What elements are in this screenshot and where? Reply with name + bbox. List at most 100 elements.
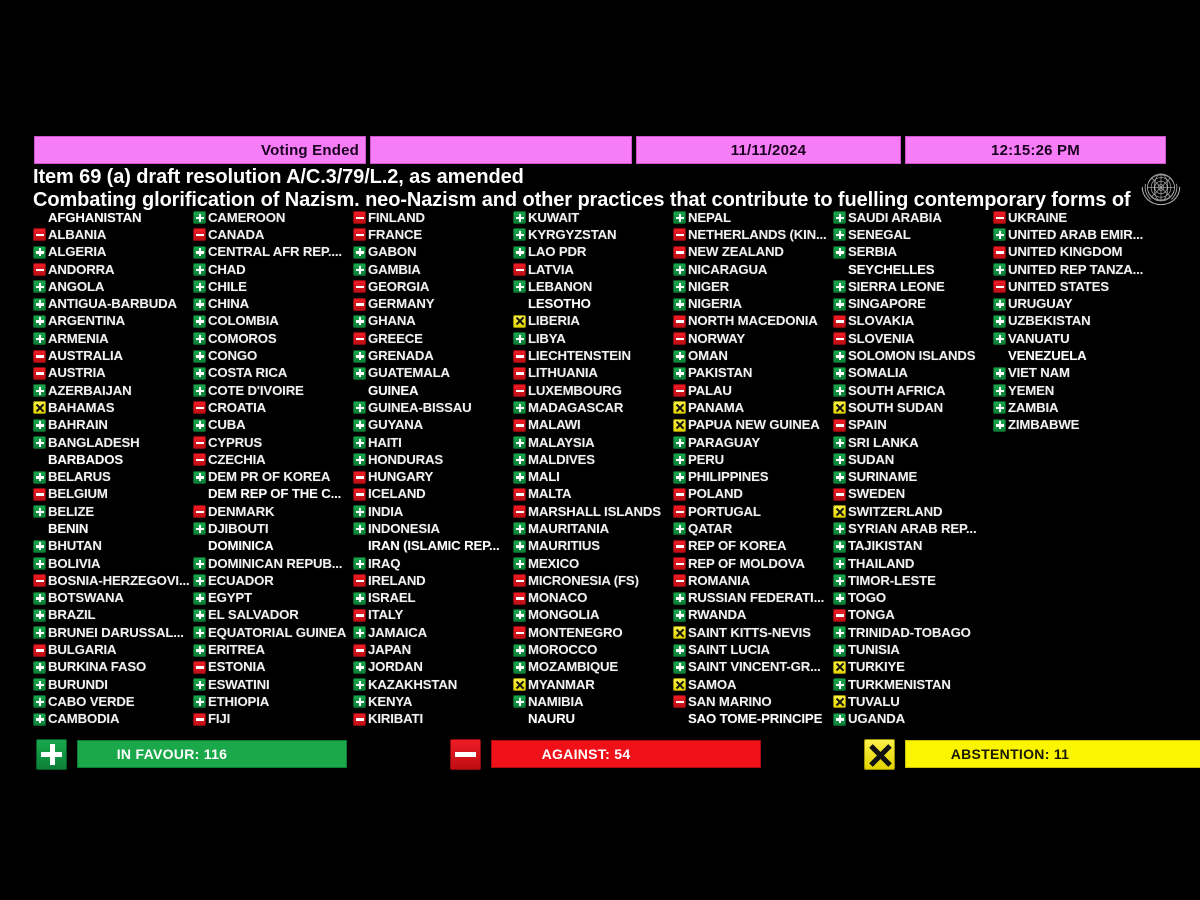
country-name: VENEZUELA: [1008, 348, 1087, 364]
plus-icon: [833, 211, 846, 225]
country-name: BURUNDI: [48, 676, 108, 692]
minus-icon: [673, 384, 686, 398]
plus-icon: [673, 211, 686, 225]
country-row: PANAMA: [673, 399, 833, 416]
country-name: CONGO: [208, 348, 258, 364]
country-row: UKRAINE: [993, 209, 1183, 226]
country-name: RWANDA: [688, 607, 747, 623]
country-row: NICARAGUA: [673, 261, 833, 278]
country-row: GAMBIA: [353, 261, 513, 278]
country-name: MONGOLIA: [528, 607, 600, 623]
plus-icon: [33, 314, 46, 328]
country-row: BOSNIA-HERZEGOVI...: [33, 572, 193, 589]
minus-icon: [33, 643, 46, 657]
country-row: KAZAKHSTAN: [353, 676, 513, 693]
country-name: SAINT LUCIA: [688, 642, 770, 658]
country-name: IRAQ: [368, 555, 401, 571]
plus-icon: [33, 297, 46, 311]
country-name: SLOVENIA: [848, 330, 915, 346]
country-row: SLOVAKIA: [833, 313, 993, 330]
country-name: MICRONESIA (FS): [528, 572, 639, 588]
country-name: COMOROS: [208, 330, 277, 346]
country-row: DOMINICAN REPUB...: [193, 555, 353, 572]
country-row: PAPUA NEW GUINEA: [673, 417, 833, 434]
country-row: AFGHANISTAN: [33, 209, 193, 226]
plus-icon: [353, 505, 366, 519]
country-name: BELIZE: [48, 503, 94, 519]
country-row: CHAD: [193, 261, 353, 278]
country-name: IRAN (ISLAMIC REP...: [368, 538, 500, 554]
plus-icon: [513, 332, 526, 346]
country-name: AUSTRALIA: [48, 348, 123, 364]
country-name: SWITZERLAND: [848, 503, 943, 519]
no-vote-icon: [513, 298, 526, 311]
country-row: CANADA: [193, 226, 353, 243]
country-row: CYPRUS: [193, 434, 353, 451]
cross-icon: [833, 695, 846, 709]
country-name: TAJIKISTAN: [848, 538, 923, 554]
country-row: DJIBOUTI: [193, 520, 353, 537]
country-name: THAILAND: [848, 555, 915, 571]
country-name: IRELAND: [368, 572, 426, 588]
country-row: ETHIOPIA: [193, 693, 353, 710]
country-name: GREECE: [368, 330, 423, 346]
country-column-5: NEPAL NETHERLANDS (KIN... NEW ZEALAND NICAR…: [673, 209, 833, 727]
country-row: KYRGYZSTAN: [513, 226, 673, 243]
country-name: HUNGARY: [368, 469, 434, 485]
country-name: UZBEKISTAN: [1008, 313, 1091, 329]
country-row: PALAU: [673, 382, 833, 399]
country-name: ICELAND: [368, 486, 426, 502]
country-name: MAURITIUS: [528, 538, 600, 554]
country-row: SUDAN: [833, 451, 993, 468]
plus-icon: [33, 384, 46, 398]
country-row: CHINA: [193, 295, 353, 312]
plus-icon: [993, 228, 1006, 242]
country-name: UNITED ARAB EMIR...: [1008, 226, 1144, 242]
plus-icon: [353, 678, 366, 692]
country-row: SAUDI ARABIA: [833, 209, 993, 226]
country-row: SAINT LUCIA: [673, 641, 833, 658]
country-row: GERMANY: [353, 295, 513, 312]
country-row: YEMEN: [993, 382, 1183, 399]
country-row: BURKINA FASO: [33, 659, 193, 676]
minus-icon: [353, 608, 366, 622]
tally-group-against: AGAINST: 54: [450, 738, 864, 770]
plus-icon: [33, 332, 46, 346]
country-row: UZBEKISTAN: [993, 313, 1183, 330]
country-name: SAO TOME-PRINCIPE: [688, 711, 823, 727]
country-row: UGANDA: [833, 711, 993, 728]
plus-icon: [193, 384, 206, 398]
plus-icon: [353, 418, 366, 432]
country-row: GHANA: [353, 313, 513, 330]
plus-icon: [193, 522, 206, 536]
country-column-3: FINLAND FRANCE GABON GAMBIA GEORGIA GERMANY GH…: [353, 209, 513, 726]
plus-icon: [353, 557, 366, 571]
country-name: CABO VERDE: [48, 693, 135, 709]
tally-group-favour: IN FAVOUR: 116: [36, 738, 450, 770]
country-row: SEYCHELLES: [833, 261, 993, 278]
country-row: REP OF KOREA: [673, 538, 833, 555]
plus-icon: [673, 453, 686, 467]
country-row: RUSSIAN FEDERATI...: [673, 590, 833, 607]
country-name: GUATEMALA: [368, 365, 450, 381]
country-name: CHILE: [208, 278, 247, 294]
tally-group-abstention: ABSTENTION: 11: [864, 738, 1200, 770]
country-row: TAJIKISTAN: [833, 538, 993, 555]
country-name: DJIBOUTI: [208, 520, 269, 536]
minus-icon: [673, 695, 686, 709]
minus-icon: [353, 574, 366, 588]
country-row: PHILIPPINES: [673, 468, 833, 485]
country-name: SOUTH AFRICA: [848, 382, 946, 398]
country-name: DEM REP OF THE C...: [208, 486, 342, 502]
minus-icon: [513, 366, 526, 380]
country-row: MALDIVES: [513, 451, 673, 468]
country-row: ZIMBABWE: [993, 417, 1183, 434]
plus-icon: [353, 695, 366, 709]
country-name: BOTSWANA: [48, 590, 124, 606]
country-row: MOROCCO: [513, 641, 673, 658]
country-name: PARAGUAY: [688, 434, 761, 450]
plus-icon: [833, 557, 846, 571]
country-name: PANAMA: [688, 399, 744, 415]
plus-icon: [353, 436, 366, 449]
against-bar: AGAINST: 54: [491, 740, 761, 768]
